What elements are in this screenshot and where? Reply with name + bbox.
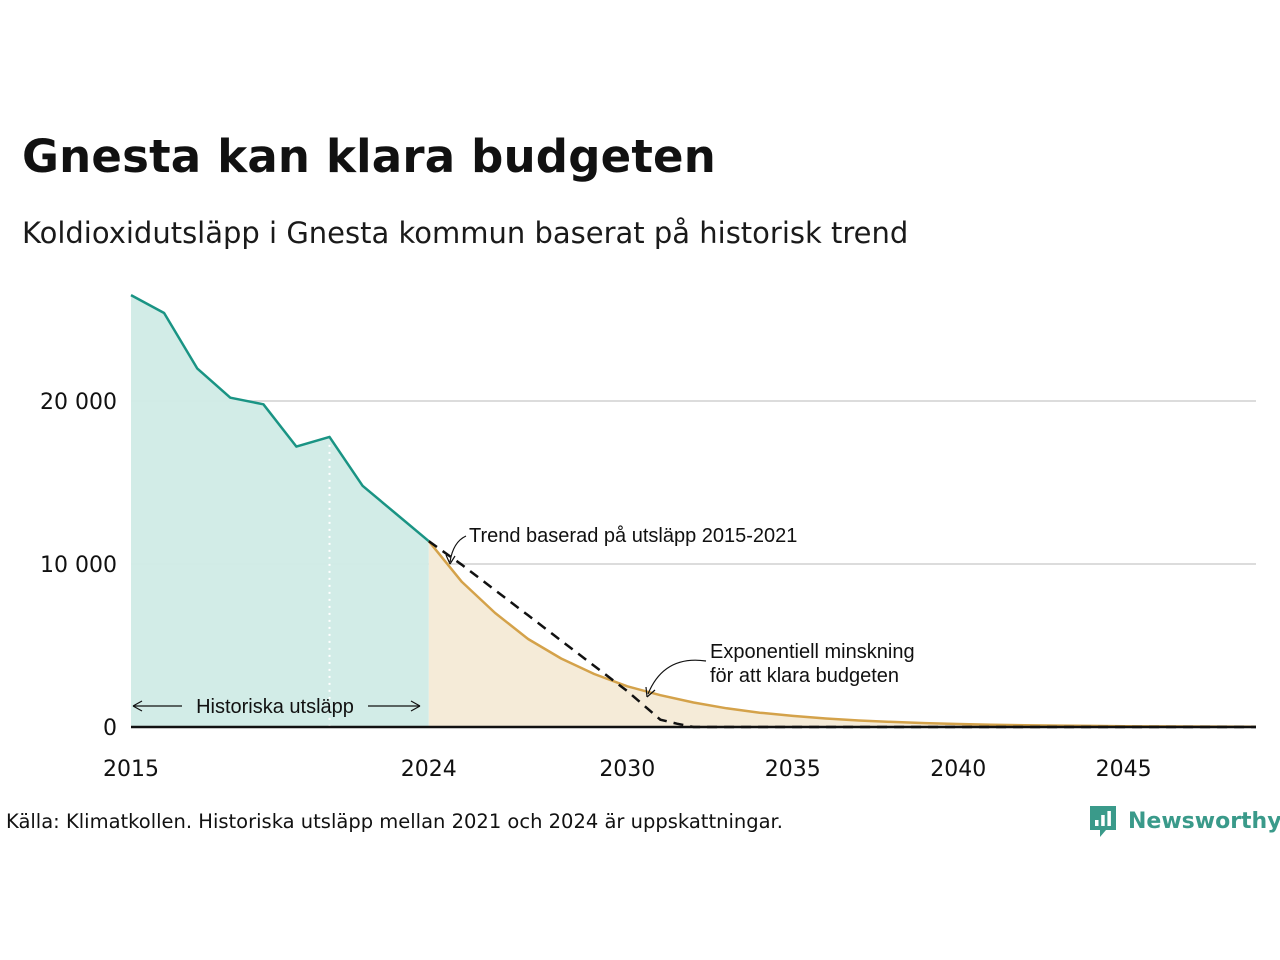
y-axis: 0 10 000 20 000 <box>40 390 117 741</box>
exponential-area <box>428 541 1256 727</box>
brand-logo: Newsworthy <box>1088 804 1280 838</box>
x-tick-label: 2035 <box>765 757 821 782</box>
historic-area <box>131 295 429 727</box>
x-tick-label: 2040 <box>930 757 986 782</box>
x-tick-label: 2030 <box>599 757 655 782</box>
x-axis: 2015 2024 2030 2035 2040 2045 <box>103 757 1152 782</box>
historic-line <box>130 294 430 543</box>
historic-range-annotation: Historiska utsläpp <box>132 696 421 718</box>
exponential-annotation: Exponentiell minskning för att klara bud… <box>645 641 915 698</box>
x-tick-label: 2024 <box>401 757 457 782</box>
trend-label: Trend baserad på utsläpp 2015-2021 <box>469 525 797 547</box>
x-tick-label: 2045 <box>1096 757 1152 782</box>
emissions-chart: 0 10 000 20 000 2015 2024 2030 2035 2040 2045 H… <box>40 294 1257 782</box>
chart-title: Gnesta kan klara budgeten <box>22 130 717 183</box>
source-note: Källa: Klimatkollen. Historiska utsläpp … <box>6 810 783 833</box>
exp-label-line1: Exponentiell minskning <box>710 641 915 663</box>
chart-subtitle: Koldioxidutsläpp i Gnesta kommun baserat… <box>22 216 909 250</box>
exp-label-line2: för att klara budgeten <box>710 665 899 687</box>
x-tick-label: 2015 <box>103 757 159 782</box>
brand-name: Newsworthy <box>1128 808 1280 834</box>
y-tick-label: 20 000 <box>40 390 117 415</box>
historic-label: Historiska utsläpp <box>196 696 354 718</box>
y-tick-label: 10 000 <box>40 553 117 578</box>
trend-annotation: Trend baserad på utsläpp 2015-2021 <box>445 525 797 565</box>
newsworthy-logo-icon <box>1090 806 1116 837</box>
y-tick-label: 0 <box>103 716 117 741</box>
